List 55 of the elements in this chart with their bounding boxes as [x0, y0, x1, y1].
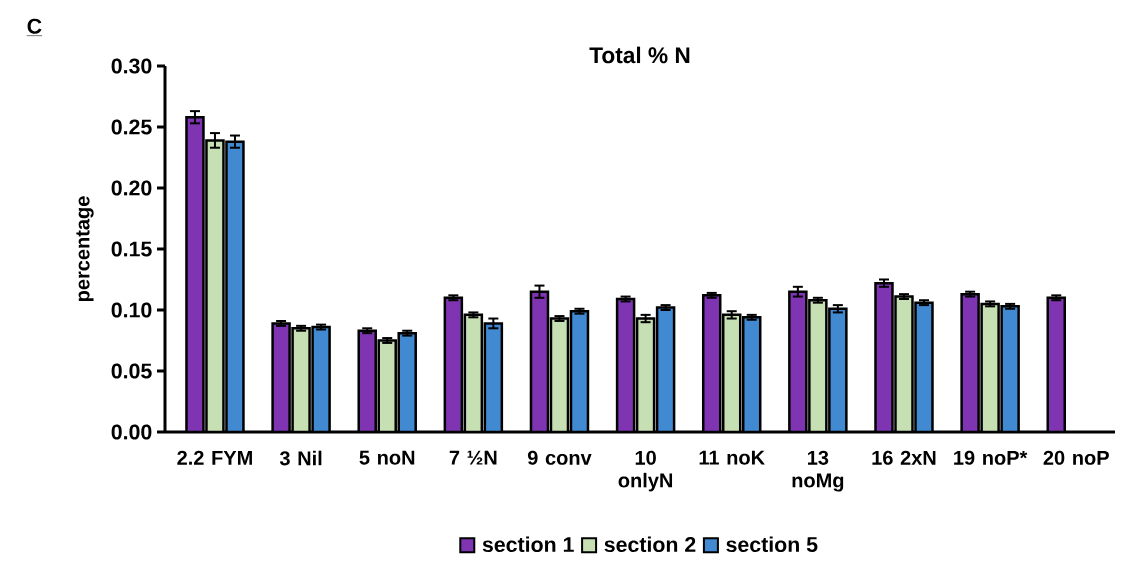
x-tick-label: 2.2 FYM	[177, 450, 252, 465]
x-tick-label: 10 onlyN	[618, 450, 673, 492]
bar	[271, 322, 291, 432]
text: C	[27, 18, 42, 34]
bar	[463, 313, 484, 432]
bar	[357, 329, 377, 432]
y-tick-label: 0.05	[111, 363, 152, 379]
y-tick-label: 0.20	[111, 180, 152, 196]
x-tick-label: 19 noP*	[954, 450, 1028, 465]
bar	[960, 292, 980, 432]
bar	[980, 302, 1000, 432]
bar	[291, 327, 311, 432]
x-tick-label: 20 noP	[1043, 450, 1109, 465]
bar	[377, 339, 397, 432]
bar	[635, 317, 656, 432]
legend-label: section 5	[726, 536, 818, 553]
bar	[549, 317, 570, 432]
bar	[1000, 305, 1020, 432]
x-tick-label: 3 Nil	[279, 450, 322, 466]
chart-title: Total % N	[589, 46, 690, 64]
legend-label: section 2	[604, 536, 696, 553]
bar	[205, 139, 225, 432]
bar	[721, 313, 742, 432]
x-tick-label: 13 noMg	[792, 450, 844, 492]
bar	[615, 297, 636, 432]
legend-label: section 1	[482, 536, 574, 553]
bar	[1046, 296, 1066, 432]
bar	[741, 316, 762, 432]
y-tick-label: 0.25	[111, 119, 152, 135]
bar	[483, 322, 504, 432]
bar	[569, 309, 590, 432]
bar	[311, 325, 331, 432]
bar	[529, 290, 550, 432]
x-tick-label: 9 conv	[527, 450, 592, 465]
bar	[443, 296, 464, 432]
bar	[874, 281, 894, 432]
bar	[828, 307, 848, 432]
x-tick-label: 11 noK	[699, 450, 765, 465]
y-axis-title: percentage	[76, 196, 94, 302]
bar	[225, 140, 245, 432]
bar	[808, 298, 828, 432]
y-tick-label: 0.00	[111, 424, 152, 440]
x-tick-label: 7 ½N	[449, 450, 497, 465]
y-tick-label: 0.30	[111, 58, 152, 74]
bar	[914, 301, 934, 432]
y-tick-label: 0.15	[111, 241, 152, 257]
bar	[894, 295, 914, 432]
bar	[397, 331, 417, 432]
bar	[655, 306, 676, 432]
bar	[788, 290, 808, 432]
x-tick-label: 5 noN	[359, 450, 415, 465]
bar	[185, 115, 205, 432]
y-tick-label: 0.10	[111, 302, 152, 318]
bar	[701, 294, 722, 432]
x-tick-label: 16 2xN	[872, 450, 936, 465]
